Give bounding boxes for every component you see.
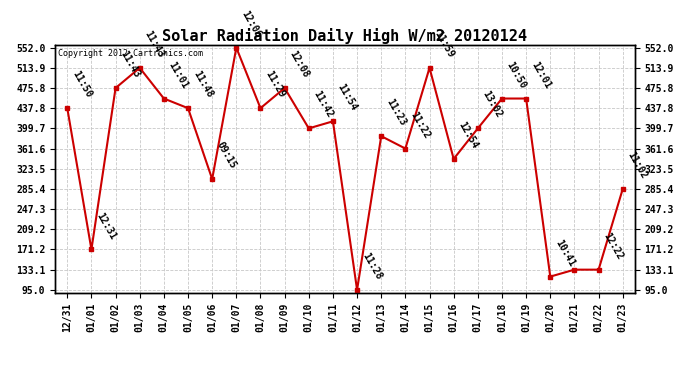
Text: 10:50: 10:50	[505, 60, 529, 90]
Text: 11:59: 11:59	[433, 29, 456, 59]
Text: 11:29: 11:29	[264, 69, 287, 100]
Text: 11:23: 11:23	[384, 97, 408, 128]
Text: Copyright 2012 Cartronics.com: Copyright 2012 Cartronics.com	[58, 49, 203, 58]
Text: 12:22: 12:22	[602, 231, 625, 261]
Text: 10:41: 10:41	[553, 238, 577, 268]
Text: 12:01: 12:01	[529, 60, 553, 90]
Text: 11:02: 11:02	[626, 150, 649, 180]
Text: 11:42: 11:42	[312, 90, 335, 120]
Text: 11:28: 11:28	[360, 251, 384, 281]
Text: 13:02: 13:02	[481, 90, 504, 120]
Text: 12:54: 12:54	[457, 120, 480, 150]
Text: 11:48: 11:48	[191, 69, 215, 100]
Text: 12:06: 12:06	[239, 9, 263, 39]
Text: 11:43: 11:43	[119, 49, 142, 80]
Title: Solar Radiation Daily High W/m2 20120124: Solar Radiation Daily High W/m2 20120124	[163, 28, 527, 44]
Text: 09:15: 09:15	[215, 140, 239, 171]
Text: 12:08: 12:08	[288, 49, 311, 80]
Text: 11:01: 11:01	[167, 60, 190, 90]
Text: 11:22: 11:22	[408, 110, 432, 140]
Text: 12:31: 12:31	[95, 210, 118, 241]
Text: 11:43: 11:43	[143, 29, 166, 59]
Text: 11:54: 11:54	[336, 82, 359, 113]
Text: 11:50: 11:50	[70, 69, 94, 100]
